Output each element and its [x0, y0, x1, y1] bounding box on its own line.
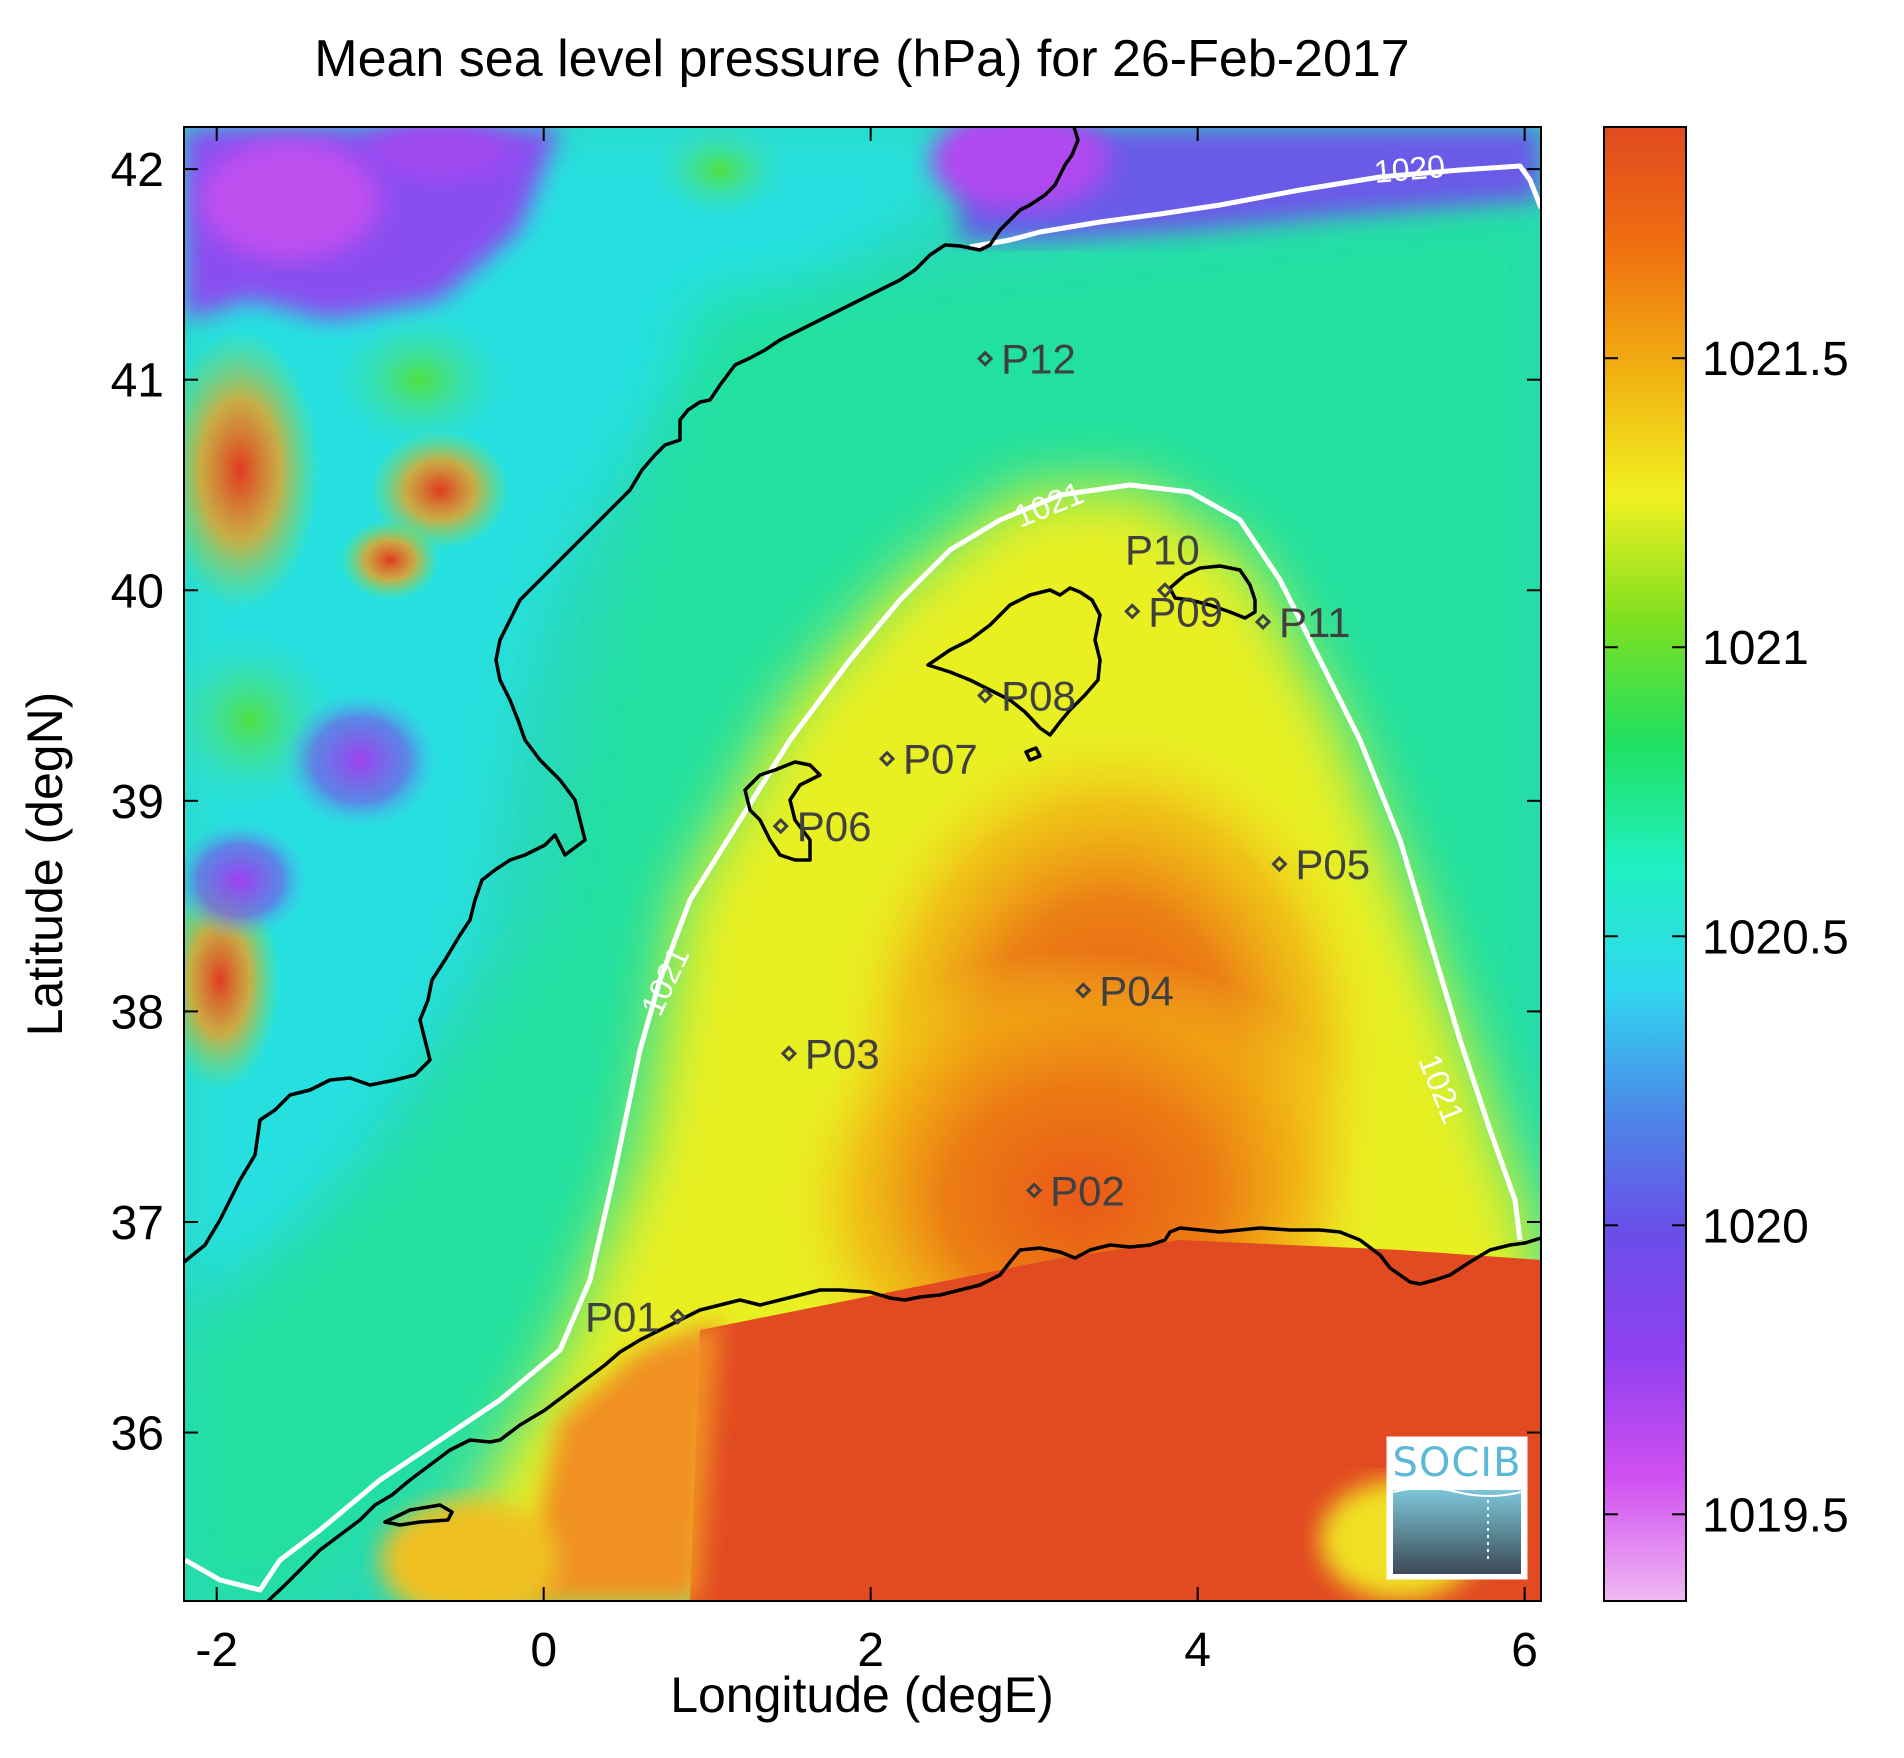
- colorbar-tick-label: 1019.5: [1702, 1489, 1849, 1542]
- station-marker: [669, 1308, 686, 1325]
- y-tick-label: 36: [111, 1408, 164, 1461]
- colorbar: 1019.5 1020 1020.5 1021 1021.5: [1603, 126, 1849, 1602]
- station-label: P04: [1099, 967, 1174, 1014]
- socib-logo-text: SOCIB: [1392, 1440, 1521, 1486]
- station-marker: [1156, 582, 1174, 599]
- y-axis-label: Latitude (degN): [17, 692, 73, 1037]
- station-label: P12: [1001, 336, 1076, 383]
- x-tick-label: 4: [1184, 1624, 1211, 1677]
- colorbar-tick-label: 1021.5: [1702, 333, 1849, 386]
- y-tick-label: 39: [111, 776, 164, 829]
- station-label: P06: [797, 803, 872, 850]
- station-marker: [1254, 613, 1272, 630]
- station-marker: [976, 687, 994, 704]
- station-marker: [1271, 855, 1288, 873]
- y-tick-label: 42: [111, 144, 164, 197]
- coastlines: [184, 127, 1541, 1601]
- station-label: P11: [1279, 599, 1351, 646]
- station-label: P03: [805, 1031, 880, 1078]
- x-axis-label: Longitude (degE): [670, 1667, 1054, 1723]
- station-label: P02: [1050, 1167, 1125, 1214]
- coastline-africa: [266, 1226, 1541, 1601]
- x-tick-label: 6: [1511, 1624, 1538, 1677]
- station-marker: [878, 750, 896, 767]
- colorbar-tick-label: 1021: [1702, 622, 1809, 675]
- station-label: P07: [903, 736, 978, 783]
- station-marker: [1124, 603, 1141, 620]
- colorbar-gradient: [1604, 127, 1686, 1601]
- coastline-alboran-island: [383, 1503, 454, 1527]
- axes: -2 0 2 4 6 36 37 38 39 40 41 42: [111, 127, 1541, 1677]
- x-tick-label: -2: [195, 1624, 238, 1677]
- contour-label-1020: 1020: [1372, 148, 1446, 190]
- pressure-field: [184, 127, 1541, 1601]
- station-label: P10: [1125, 526, 1200, 573]
- y-tick-label: 37: [111, 1197, 164, 1250]
- colorbar-frame: [1603, 126, 1687, 1602]
- coastline-spain: [184, 127, 1080, 1264]
- station-marker: [772, 817, 789, 835]
- plot-frame: [183, 126, 1542, 1602]
- coastline-ibiza: [743, 760, 822, 862]
- contour-line-1021: [184, 482, 1523, 1593]
- station-label: P08: [1001, 673, 1076, 720]
- contour-line-1020: [969, 163, 1541, 250]
- chart-title: Mean sea level pressure (hPa) for 26-Feb…: [314, 30, 1409, 88]
- station-marker: [976, 350, 994, 367]
- y-tick-label: 40: [111, 565, 164, 618]
- y-tick-label: 38: [111, 986, 164, 1039]
- colorbar-tick-label: 1020.5: [1702, 911, 1849, 964]
- station-marker: [1026, 1182, 1043, 1199]
- coastline-mallorca: [926, 586, 1102, 737]
- coastline-cabrera: [1024, 746, 1042, 762]
- station-label: P09: [1148, 588, 1223, 635]
- station-marker: [780, 1045, 798, 1062]
- socib-logo: SOCIB: [1386, 1436, 1528, 1580]
- station-markers: P01 P02 P03 P04 P05 P06 P07 P08 P09 P10 P11 P12: [585, 336, 1370, 1341]
- y-tick-label: 41: [111, 355, 164, 408]
- colorbar-tick-label: 1020: [1702, 1200, 1809, 1253]
- station-label: P05: [1295, 841, 1370, 888]
- station-label: P01: [585, 1294, 660, 1341]
- x-tick-label: 0: [530, 1624, 557, 1677]
- coastline-menorca: [1168, 564, 1257, 620]
- station-marker: [1075, 982, 1092, 999]
- x-tick-label: 2: [857, 1624, 884, 1677]
